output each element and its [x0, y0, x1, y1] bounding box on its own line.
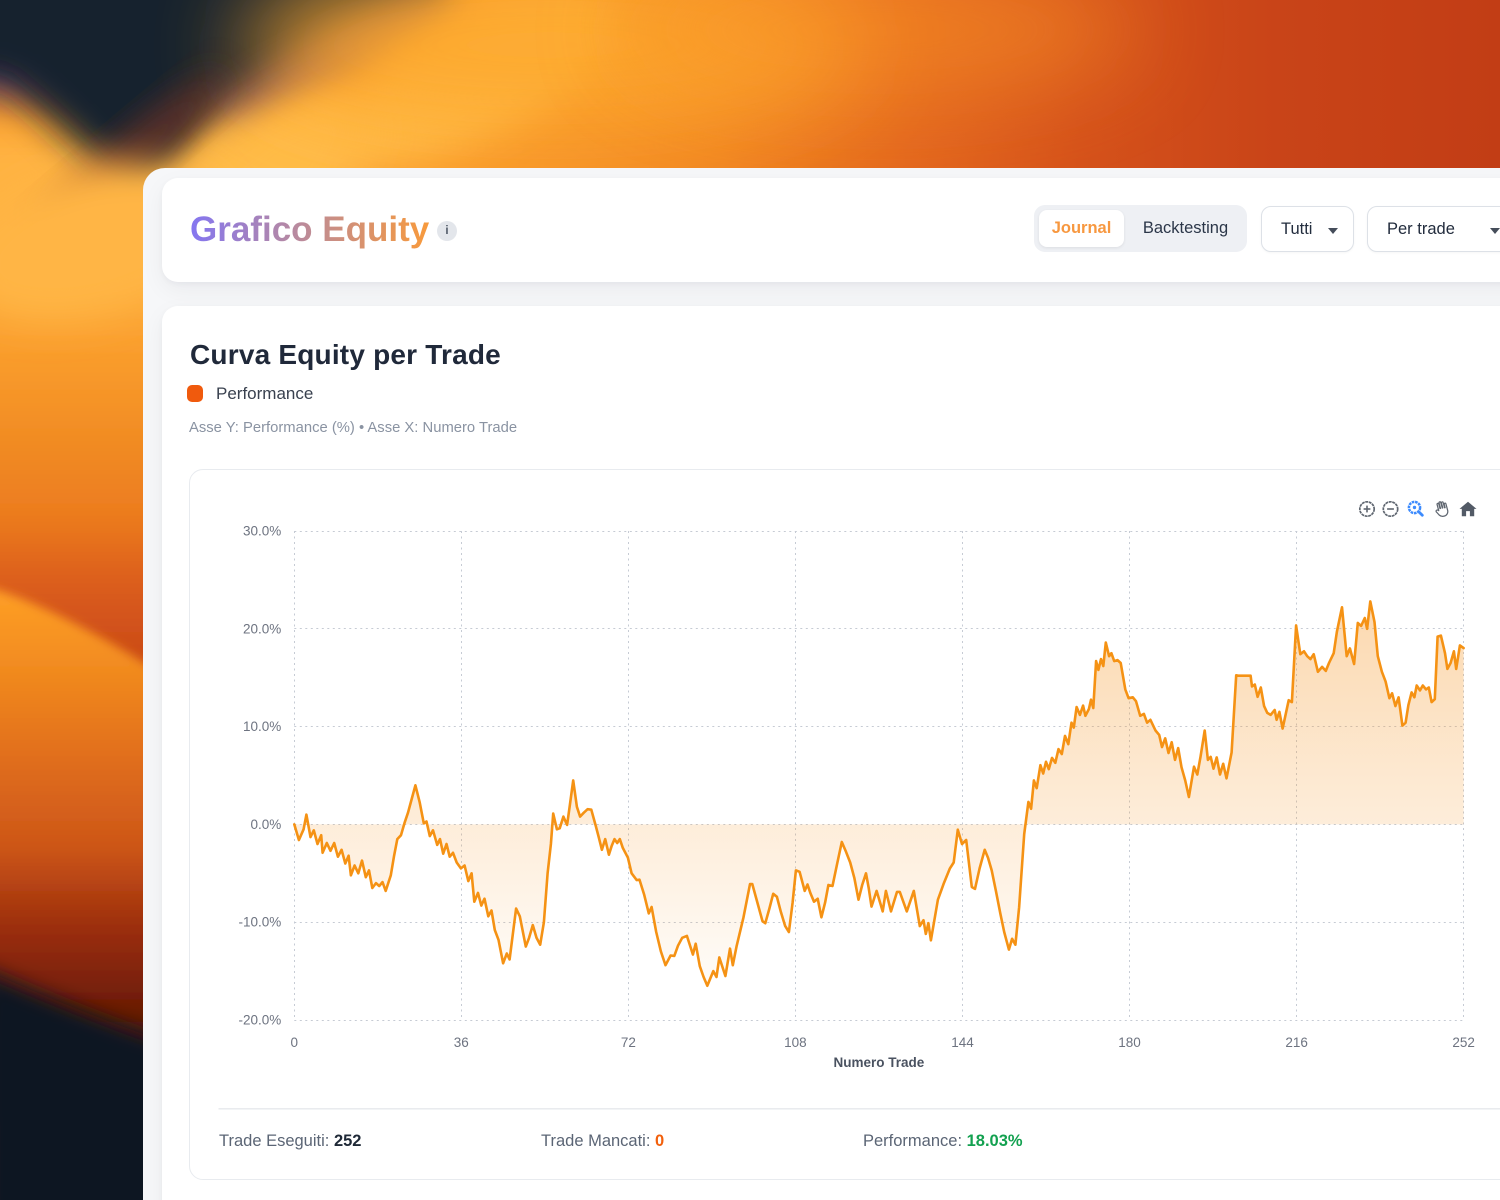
svg-text:30.0%: 30.0% — [243, 524, 281, 539]
svg-text:72: 72 — [621, 1035, 636, 1050]
svg-text:-10.0%: -10.0% — [239, 915, 282, 930]
svg-text:-20.0%: -20.0% — [239, 1013, 282, 1028]
svg-text:0: 0 — [291, 1035, 299, 1050]
svg-text:252: 252 — [1452, 1035, 1475, 1050]
svg-text:36: 36 — [454, 1035, 469, 1050]
svg-text:10.0%: 10.0% — [243, 719, 281, 734]
svg-text:Numero Trade: Numero Trade — [834, 1055, 925, 1070]
svg-text:108: 108 — [784, 1035, 807, 1050]
svg-text:0.0%: 0.0% — [251, 817, 282, 832]
svg-text:180: 180 — [1118, 1035, 1141, 1050]
svg-text:216: 216 — [1285, 1035, 1308, 1050]
svg-text:144: 144 — [951, 1035, 974, 1050]
svg-text:20.0%: 20.0% — [243, 621, 281, 636]
